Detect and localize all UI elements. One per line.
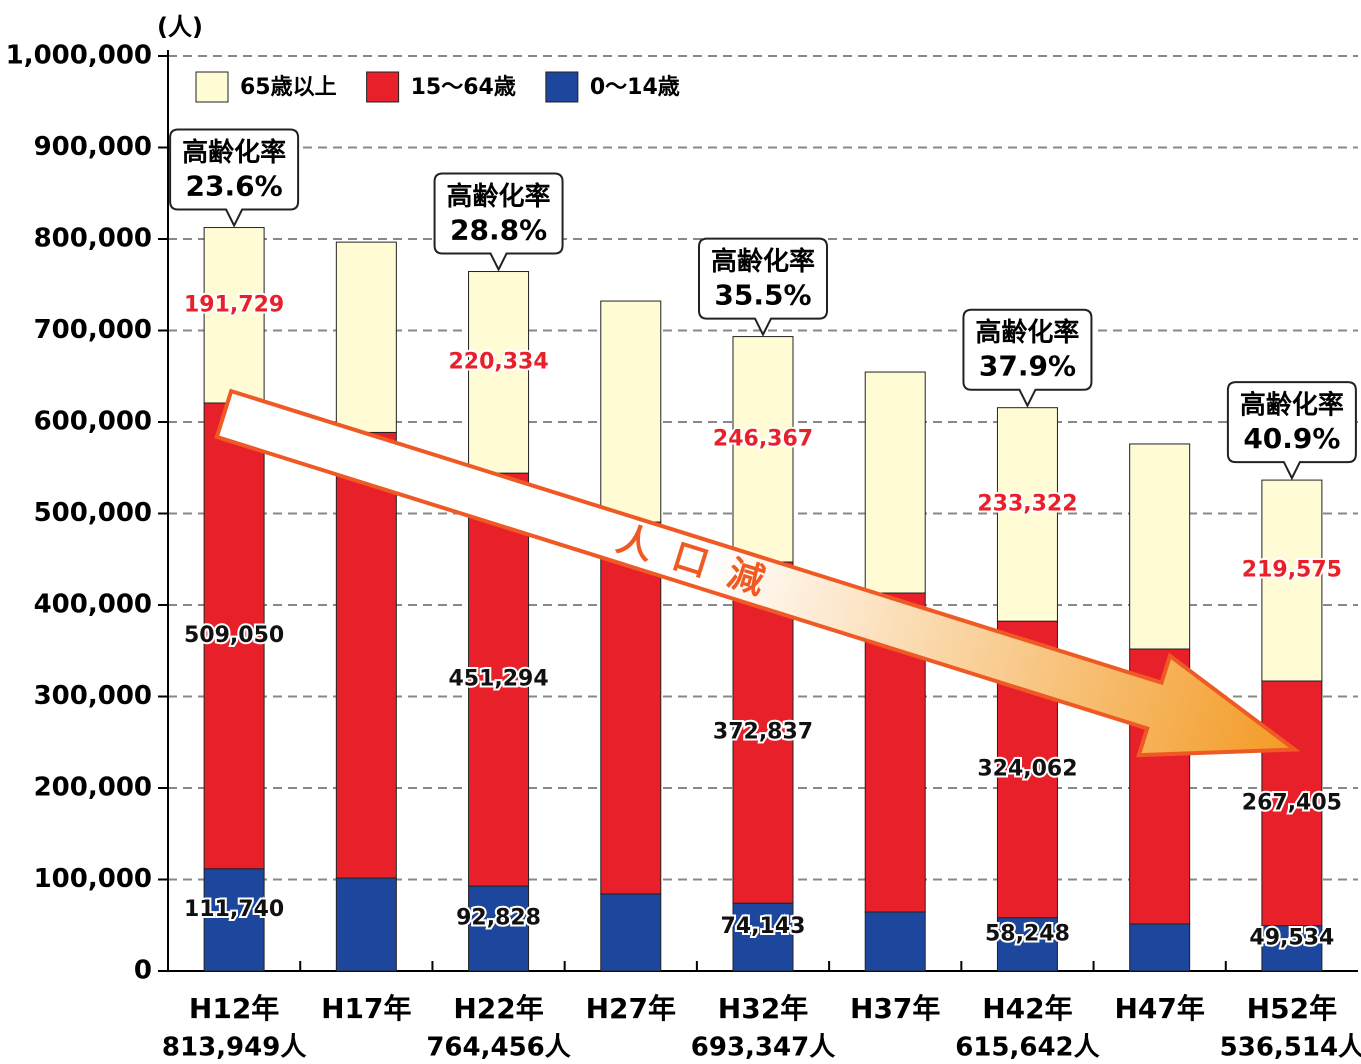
y-tick-label: 300,000 bbox=[34, 681, 152, 711]
y-tick-label: 700,000 bbox=[34, 315, 152, 345]
legend-label: 65歳以上 bbox=[240, 75, 337, 100]
x-tick-label: H42年 bbox=[982, 992, 1072, 1025]
value-label: 74,143 bbox=[721, 914, 806, 939]
value-label: 220,334 bbox=[448, 349, 548, 374]
x-tick-label: H12年 bbox=[189, 992, 279, 1025]
bar-segment bbox=[203, 402, 265, 870]
total-label: 693,347人 bbox=[691, 1033, 835, 1063]
callout-box bbox=[169, 128, 300, 228]
callout-title: 高齢化率 bbox=[447, 181, 551, 212]
bar-segment bbox=[732, 902, 794, 972]
callout-value: 23.6% bbox=[186, 170, 283, 203]
y-tick-label: 900,000 bbox=[34, 132, 152, 162]
callout-value: 40.9% bbox=[1243, 422, 1340, 455]
bar-segment bbox=[468, 472, 530, 887]
bar-segment bbox=[335, 241, 397, 433]
total-label: 764,456人 bbox=[426, 1033, 570, 1063]
bar-segment bbox=[203, 868, 265, 972]
total-label: 536,514人 bbox=[1220, 1033, 1361, 1063]
y-tick-label: 400,000 bbox=[34, 590, 152, 620]
value-label: 191,729 bbox=[184, 292, 284, 317]
y-tick-label: 500,000 bbox=[34, 498, 152, 528]
bar-segment bbox=[996, 917, 1058, 972]
value-label: 246,367 bbox=[713, 426, 813, 451]
bar-segment bbox=[1261, 680, 1323, 927]
value-label: 233,322 bbox=[977, 491, 1077, 516]
y-tick-label: 800,000 bbox=[34, 224, 152, 254]
callout-box bbox=[433, 172, 564, 272]
callout-box bbox=[1226, 381, 1357, 481]
callout-title: 高齢化率 bbox=[1240, 390, 1344, 421]
bar-segment bbox=[335, 431, 397, 879]
bar-segment bbox=[1261, 925, 1323, 972]
value-label: 49,534 bbox=[1249, 925, 1334, 950]
x-tick-label: H22年 bbox=[453, 992, 543, 1025]
value-label: 92,828 bbox=[456, 906, 541, 931]
x-tick-label: H47年 bbox=[1114, 992, 1204, 1025]
bar-segment bbox=[996, 407, 1058, 622]
total-label: 813,949人 bbox=[162, 1033, 306, 1063]
bar-segment bbox=[600, 521, 662, 895]
total-label: 615,642人 bbox=[955, 1033, 1099, 1063]
labels: 111,740509,050191,729高齢化率23.6%92,828451,… bbox=[169, 71, 1357, 952]
legend-label: 0～14歳 bbox=[590, 75, 680, 100]
value-label: 509,050 bbox=[184, 623, 284, 648]
bar-segment bbox=[468, 885, 530, 972]
value-label: 451,294 bbox=[448, 667, 548, 692]
legend-swatch bbox=[195, 71, 229, 103]
bar-segment bbox=[600, 893, 662, 972]
x-tick-label: H52年 bbox=[1247, 992, 1337, 1025]
bar-segment bbox=[864, 371, 926, 594]
bar-segment bbox=[203, 227, 265, 404]
unit-label: (人) bbox=[157, 13, 203, 41]
legend-label: 15～64歳 bbox=[411, 75, 516, 100]
value-label: 267,405 bbox=[1242, 790, 1342, 815]
bar-segment bbox=[1261, 479, 1323, 682]
bar-segment bbox=[864, 911, 926, 972]
callout-box bbox=[698, 237, 828, 337]
x-tick-label: H27年 bbox=[586, 992, 676, 1025]
x-tick-label: H32年 bbox=[718, 992, 808, 1025]
bar-segment bbox=[600, 300, 662, 523]
bar-segment bbox=[1129, 923, 1191, 972]
value-label: 372,837 bbox=[713, 720, 813, 745]
x-tick-label: H37年 bbox=[850, 992, 940, 1025]
callout-title: 高齢化率 bbox=[711, 246, 815, 277]
legend-swatch bbox=[366, 71, 400, 103]
callout-title: 高齢化率 bbox=[182, 137, 286, 168]
value-label: 324,062 bbox=[977, 756, 1077, 781]
callout-value: 35.5% bbox=[714, 279, 811, 312]
bar-segment bbox=[468, 271, 530, 474]
x-tick-label: H17年 bbox=[321, 992, 411, 1025]
y-tick-label: 200,000 bbox=[34, 773, 152, 803]
callout-value: 28.8% bbox=[450, 214, 547, 247]
value-label: 58,248 bbox=[985, 921, 1070, 946]
callout-value: 37.9% bbox=[979, 350, 1076, 383]
y-tick-label: 0 bbox=[134, 956, 152, 986]
y-tick-label: 600,000 bbox=[34, 407, 152, 437]
y-tick-label: 1,000,000 bbox=[6, 41, 152, 71]
plot: 0 100,000 200,000 300,000 400,000 500,000 600,… bbox=[6, 41, 1361, 1063]
callout-box bbox=[962, 308, 1093, 408]
bar-segment bbox=[1129, 443, 1191, 650]
value-label: 219,575 bbox=[1242, 558, 1342, 583]
y-tick-label: 100,000 bbox=[34, 864, 152, 894]
callout-title: 高齢化率 bbox=[975, 317, 1079, 348]
legend-swatch bbox=[545, 71, 579, 103]
value-label: 111,740 bbox=[184, 897, 284, 922]
bar-segment bbox=[335, 877, 397, 972]
bar-segment bbox=[732, 561, 794, 904]
